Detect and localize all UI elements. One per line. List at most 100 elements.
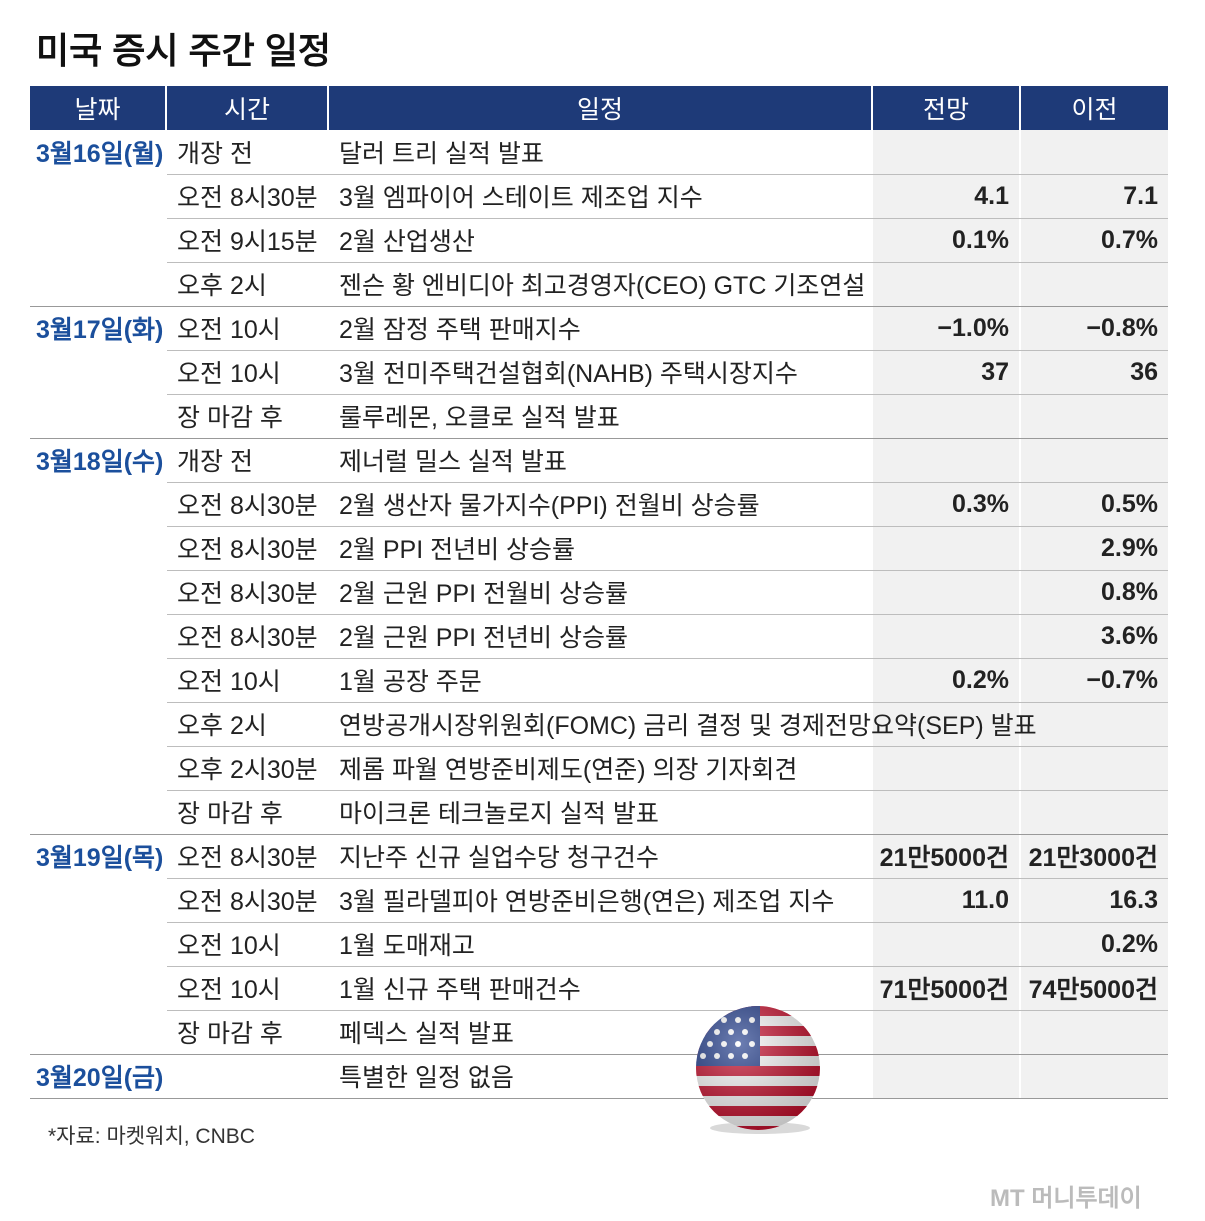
- row-divider: [167, 878, 1168, 879]
- forecast-cell: 11.0: [961, 885, 1009, 914]
- event-cell: 페덱스 실적 발표: [339, 1020, 514, 1048]
- time-cell: 오전 8시30분: [177, 536, 318, 564]
- row-divider: [167, 394, 1168, 395]
- row-divider: [167, 570, 1168, 571]
- time-cell: 오전 8시30분: [177, 888, 318, 916]
- row-divider: [167, 614, 1168, 615]
- row-divider: [167, 658, 1168, 659]
- previous-cell: −0.7%: [1086, 665, 1158, 694]
- forecast-cell: 4.1: [974, 181, 1009, 210]
- event-cell: 2월 잠정 주택 판매지수: [339, 316, 581, 344]
- row-divider: [167, 702, 1168, 703]
- time-cell: 오전 10시: [177, 360, 281, 388]
- date-cell: 3월18일(수): [36, 448, 164, 476]
- source: *자료: 마켓워치, CNBC: [48, 1125, 255, 1148]
- date-cell: 3월16일(월): [36, 140, 164, 168]
- group-divider: [30, 1054, 1168, 1055]
- previous-cell: 2.9%: [1101, 533, 1158, 562]
- header-cell: 이전: [1021, 86, 1168, 130]
- time-cell: 오전 10시: [177, 668, 281, 696]
- header-cell: 전망: [873, 86, 1019, 130]
- event-cell: 연방공개시장위원회(FOMC) 금리 결정 및 경제전망요약(SEP) 발표: [339, 712, 1037, 740]
- row-divider: [167, 174, 1168, 175]
- row-divider: [167, 526, 1168, 527]
- us-flag-icon: [696, 1006, 820, 1134]
- event-cell: 특별한 일정 없음: [339, 1064, 514, 1092]
- previous-cell: 7.1: [1123, 181, 1158, 210]
- forecast-cell: 21만5000건: [879, 844, 1009, 872]
- time-cell: 오전 10시: [177, 976, 281, 1004]
- date-cell: 3월19일(목): [36, 844, 164, 872]
- row-divider: [167, 922, 1168, 923]
- previous-cell: 74만5000건: [1028, 976, 1158, 1004]
- time-cell: 개장 전: [177, 140, 253, 168]
- event-cell: 달러 트리 실적 발표: [339, 140, 544, 168]
- time-cell: 오전 10시: [177, 316, 281, 344]
- time-cell: 개장 전: [177, 448, 253, 476]
- table-bottom: [30, 1098, 1168, 1099]
- row-divider: [167, 262, 1168, 263]
- event-cell: 젠슨 황 엔비디아 최고경영자(CEO) GTC 기조연설: [339, 272, 866, 300]
- event-cell: 지난주 신규 실업수당 청구건수: [339, 844, 659, 872]
- event-cell: 2월 생산자 물가지수(PPI) 전월비 상승률: [339, 492, 760, 520]
- event-cell: 3월 엠파이어 스테이트 제조업 지수: [339, 184, 703, 212]
- forecast-cell: 0.1%: [952, 225, 1009, 254]
- event-cell: 3월 전미주택건설협회(NAHB) 주택시장지수: [339, 360, 798, 388]
- time-cell: 오전 10시: [177, 932, 281, 960]
- time-cell: 장 마감 후: [177, 1020, 283, 1048]
- previous-cell: 0.7%: [1101, 225, 1158, 254]
- event-cell: 2월 산업생산: [339, 228, 475, 256]
- row-divider: [167, 746, 1168, 747]
- time-cell: 장 마감 후: [177, 404, 283, 432]
- forecast-cell: −1.0%: [937, 313, 1009, 342]
- event-cell: 마이크론 테크놀로지 실적 발표: [339, 800, 659, 828]
- forecast-cell: 0.2%: [952, 665, 1009, 694]
- previous-cell: 3.6%: [1101, 621, 1158, 650]
- date-cell: 3월20일(금): [36, 1064, 164, 1092]
- event-cell: 1월 공장 주문: [339, 668, 482, 696]
- previous-cell: 0.8%: [1101, 577, 1158, 606]
- event-cell: 제롬 파월 연방준비제도(연준) 의장 기자회견: [339, 756, 798, 784]
- time-cell: 오후 2시: [177, 272, 267, 300]
- previous-cell: 0.2%: [1101, 929, 1158, 958]
- row-divider: [167, 482, 1168, 483]
- previous-cell: 0.5%: [1101, 489, 1158, 518]
- forecast-cell: 71만5000건: [879, 976, 1009, 1004]
- previous-cell: 36: [1130, 357, 1158, 386]
- logo: MT 머니투데이: [990, 1185, 1142, 1212]
- event-cell: 2월 PPI 전년비 상승률: [339, 536, 576, 564]
- event-cell: 제너럴 밀스 실적 발표: [339, 448, 567, 476]
- group-divider: [30, 306, 1168, 307]
- time-cell: 오전 8시30분: [177, 184, 318, 212]
- time-cell: 오전 8시30분: [177, 492, 318, 520]
- event-cell: 1월 신규 주택 판매건수: [339, 976, 581, 1004]
- header-cell: 시간: [167, 86, 327, 130]
- event-cell: 2월 근원 PPI 전년비 상승률: [339, 624, 628, 652]
- time-cell: 오전 9시15분: [177, 228, 318, 256]
- row-divider: [167, 1010, 1168, 1011]
- previous-cell: −0.8%: [1086, 313, 1158, 342]
- time-cell: 오전 8시30분: [177, 844, 318, 872]
- forecast-cell: 37: [981, 357, 1009, 386]
- event-cell: 3월 필라델피아 연방준비은행(연은) 제조업 지수: [339, 888, 835, 916]
- time-cell: 장 마감 후: [177, 800, 283, 828]
- header-cell: 일정: [329, 86, 871, 130]
- event-cell: 룰루레몬, 오클로 실적 발표: [339, 404, 620, 432]
- forecast-cell: 0.3%: [952, 489, 1009, 518]
- event-cell: 2월 근원 PPI 전월비 상승률: [339, 580, 628, 608]
- header-cell: 날짜: [30, 86, 165, 130]
- time-cell: 오후 2시: [177, 712, 267, 740]
- time-cell: 오전 8시30분: [177, 580, 318, 608]
- previous-cell: 21만3000건: [1028, 844, 1158, 872]
- group-divider: [30, 834, 1168, 835]
- time-cell: 오후 2시30분: [177, 756, 318, 784]
- event-cell: 1월 도매재고: [339, 932, 475, 960]
- date-cell: 3월17일(화): [36, 316, 164, 344]
- row-divider: [167, 218, 1168, 219]
- row-divider: [167, 350, 1168, 351]
- time-cell: 오전 8시30분: [177, 624, 318, 652]
- title: 미국 증시 주간 일정: [36, 30, 331, 71]
- row-divider: [167, 790, 1168, 791]
- group-divider: [30, 438, 1168, 439]
